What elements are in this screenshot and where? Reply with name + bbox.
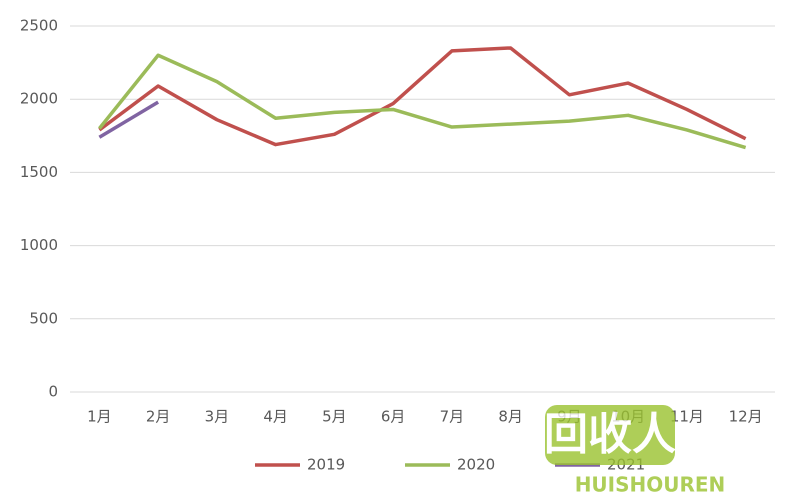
x-tick-label: 1月 — [87, 408, 112, 426]
x-tick-label: 6月 — [381, 408, 406, 426]
watermark: 回收人 HUISHOUREN — [544, 405, 725, 497]
y-tick-label: 1000 — [20, 236, 58, 254]
x-tick-label: 4月 — [263, 408, 288, 426]
watermark-text: 回收人 — [544, 409, 676, 460]
y-tick-label: 2500 — [20, 17, 58, 35]
series-line — [98, 53, 747, 150]
y-tick-label: 1500 — [20, 163, 58, 181]
x-tick-label: 3月 — [205, 408, 230, 426]
watermark-box — [545, 405, 675, 465]
x-tick-label: 12月 — [729, 408, 763, 426]
x-tick-label: 11月 — [670, 408, 704, 426]
y-tick-label: 500 — [29, 309, 58, 327]
x-tick-label: 5月 — [322, 408, 347, 426]
series-line — [98, 100, 160, 139]
series-line — [98, 46, 747, 147]
x-tick-label: 2月 — [146, 408, 171, 426]
y-tick-label: 2000 — [20, 90, 58, 108]
legend-label: 2019 — [307, 456, 345, 474]
y-tick-label: 0 — [48, 383, 58, 401]
x-tick-label: 8月 — [498, 408, 523, 426]
legend-label: 2020 — [457, 456, 495, 474]
x-tick-label: 7月 — [440, 408, 465, 426]
watermark-sub: HUISHOUREN — [575, 473, 726, 497]
